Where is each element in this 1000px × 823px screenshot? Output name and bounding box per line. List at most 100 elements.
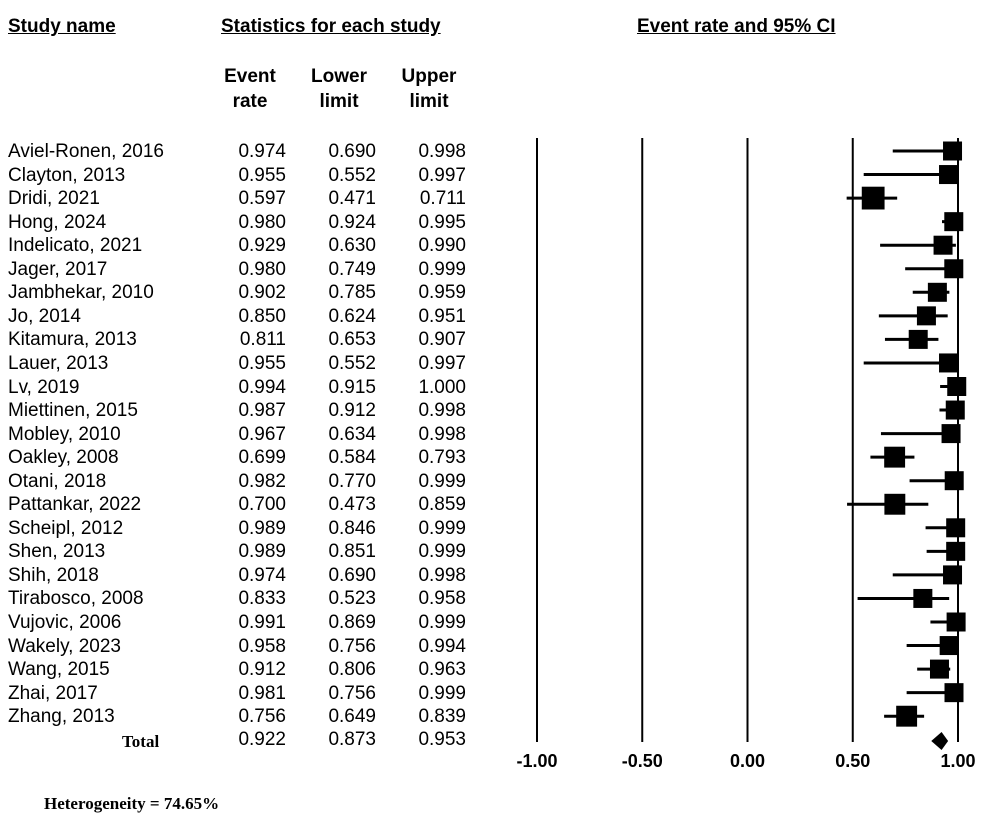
study-lower-limit: 0.756 [328, 682, 376, 704]
study-upper-limit: 0.958 [418, 588, 466, 610]
upper-limit-header-line2: limit [409, 91, 449, 112]
study-event-rate: 0.991 [238, 612, 286, 633]
point-estimate-square [944, 212, 964, 232]
study-name: Miettinen, 2015 [8, 400, 138, 422]
study-name: Otani, 2018 [8, 470, 107, 492]
study-name: Jager, 2017 [8, 258, 108, 280]
point-estimate-square [939, 353, 959, 373]
study-name: Scheipl, 2012 [8, 517, 124, 539]
study-event-rate: 0.902 [238, 282, 286, 304]
study-lower-limit: 0.785 [328, 282, 376, 304]
study-lower-limit: 0.770 [328, 470, 376, 492]
study-lower-limit: 0.653 [328, 329, 376, 351]
point-estimate-square [944, 683, 964, 703]
study-lower-limit: 0.690 [328, 564, 376, 586]
study-event-rate: 0.912 [238, 659, 286, 681]
x-tick-label: 0.50 [835, 751, 870, 771]
study-name: Shih, 2018 [8, 564, 99, 586]
study-upper-limit: 0.994 [418, 635, 466, 657]
study-upper-limit: 0.999 [418, 258, 466, 280]
x-tick-label: 0.00 [730, 751, 765, 771]
study-name: Jambhekar, 2010 [8, 282, 154, 304]
study-name: Wakely, 2023 [8, 635, 121, 657]
study-event-rate: 0.955 [238, 164, 286, 186]
study-event-rate: 0.756 [238, 706, 286, 728]
point-estimate-square [947, 377, 967, 396]
point-estimate-square [861, 186, 885, 210]
study-upper-limit: 0.999 [418, 517, 466, 539]
x-tick-label: 1.00 [940, 751, 975, 771]
study-event-rate: 0.974 [238, 141, 286, 162]
study-event-rate: 0.833 [238, 588, 286, 610]
study-lower-limit: 0.649 [328, 706, 376, 728]
point-estimate-square [943, 565, 963, 585]
heterogeneity-label: Heterogeneity = 74.65% [44, 794, 220, 813]
study-upper-limit: 0.963 [418, 659, 466, 681]
study-lower-limit: 0.471 [328, 188, 376, 210]
study-upper-limit: 0.999 [418, 612, 466, 633]
study-upper-limit: 0.995 [418, 211, 466, 233]
study-upper-limit: 0.999 [418, 682, 466, 704]
study-event-rate: 0.980 [238, 211, 286, 233]
study-upper-limit: 0.839 [418, 706, 466, 728]
study-name: Oakley, 2008 [8, 447, 119, 469]
study-upper-limit: 0.907 [418, 329, 466, 351]
study-lower-limit: 0.851 [328, 541, 376, 563]
point-estimate-square [884, 493, 906, 515]
study-name: Aviel-Ronen, 2016 [8, 141, 164, 162]
study-lower-limit: 0.523 [328, 588, 376, 610]
study-name: Vujovic, 2006 [8, 612, 122, 633]
study-event-rate: 0.980 [238, 258, 286, 280]
x-tick-label: -1.00 [516, 751, 557, 771]
study-name: Kitamura, 2013 [8, 329, 137, 351]
point-estimate-square [944, 471, 964, 491]
lower-limit-header-line2: limit [319, 91, 359, 112]
study-upper-limit: 0.711 [419, 188, 466, 210]
upper-limit-header-line1: Upper [401, 66, 457, 87]
point-estimate-square [946, 612, 966, 632]
study-lower-limit: 0.912 [328, 400, 376, 422]
study-upper-limit: 0.997 [418, 164, 466, 186]
study-event-rate: 0.982 [238, 470, 286, 492]
study-event-rate: 0.974 [238, 564, 286, 586]
point-estimate-square [943, 141, 963, 161]
study-event-rate: 0.987 [238, 400, 286, 422]
study-lower-limit: 0.584 [328, 447, 376, 469]
study-event-rate: 0.811 [239, 329, 286, 351]
study-name: Shen, 2013 [8, 541, 106, 563]
summary-diamond [931, 732, 949, 750]
study-upper-limit: 0.951 [418, 305, 466, 327]
study-lower-limit: 0.690 [328, 141, 376, 162]
study-name: Pattankar, 2022 [8, 494, 142, 516]
study-lower-limit: 0.915 [328, 376, 376, 398]
upper-limit-header: Upper limit [384, 64, 474, 114]
study-upper-limit: 1.000 [418, 376, 466, 398]
study-lower-limit: 0.624 [328, 305, 376, 327]
study-event-rate: 0.850 [238, 305, 286, 327]
study-lower-limit: 0.924 [328, 211, 376, 233]
study-event-rate: 0.994 [238, 376, 286, 398]
total-rate: 0.922 [238, 729, 286, 750]
study-event-rate: 0.597 [238, 188, 286, 210]
study-upper-limit: 0.859 [418, 494, 466, 516]
study-upper-limit: 0.999 [418, 470, 466, 492]
study-upper-limit: 0.959 [418, 282, 466, 304]
point-estimate-square [916, 306, 936, 326]
point-estimate-square [908, 329, 928, 349]
point-estimate-square [939, 165, 959, 185]
study-event-rate: 0.981 [238, 682, 286, 704]
study-name: Jo, 2014 [8, 305, 81, 327]
plot-header: Event rate and 95% CI [637, 16, 836, 37]
study-upper-limit: 0.998 [418, 400, 466, 422]
study-upper-limit: 0.990 [418, 235, 466, 257]
x-tick-label: -0.50 [622, 751, 663, 771]
study-lower-limit: 0.846 [328, 517, 376, 539]
point-estimate-square [896, 705, 918, 727]
event-rate-header: Event rate [205, 64, 295, 114]
study-name: Clayton, 2013 [8, 164, 126, 186]
study-name-header: Study name [8, 16, 116, 37]
study-upper-limit: 0.998 [418, 423, 466, 445]
point-estimate-square [929, 659, 949, 679]
event-rate-header-line2: rate [232, 91, 268, 112]
study-lower-limit: 0.552 [328, 164, 376, 186]
